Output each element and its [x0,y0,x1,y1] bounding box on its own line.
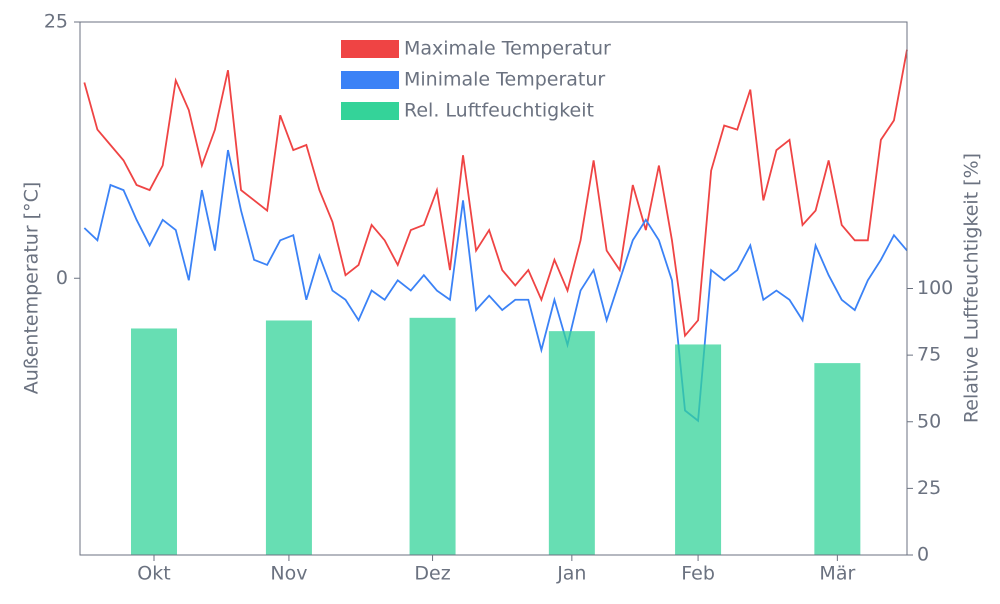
plot-frame [79,21,908,556]
legend-swatch [341,40,399,58]
bar [130,328,177,555]
y2-tick-label: 0 [917,544,929,566]
legend-label: Maximale Temperatur [404,38,611,60]
bar [675,344,722,555]
y2-tick-label: 100 [917,277,953,299]
bar [548,331,595,555]
x-tick-label: Nov [270,563,307,585]
legend-swatch [341,102,399,120]
x-tick-label: Feb [681,563,715,585]
y-tick-label: 0 [56,267,68,289]
x-tick-label: Jan [556,563,586,585]
bar [265,320,312,555]
x-tick-label: Dez [414,563,450,585]
y-axis-label: Außentemperatur [°C] [21,182,43,395]
y2-tick-label: 50 [917,410,941,432]
line [83,49,908,338]
legend-swatch [341,71,399,89]
y-tick-label: 25 [44,11,68,33]
y2-axis-label: Relative Luftfeuchtigkeit [%] [961,153,983,423]
legend-label: Minimale Temperatur [404,69,605,91]
line [83,149,908,423]
y2-tick-label: 75 [917,344,941,366]
legend-label: Rel. Luftfeuchtigkeit [404,100,594,122]
bar [409,317,456,555]
x-tick-label: Okt [137,563,170,585]
bar [814,363,861,555]
x-tick-label: Mär [819,563,855,585]
y2-tick-label: 25 [917,477,941,499]
